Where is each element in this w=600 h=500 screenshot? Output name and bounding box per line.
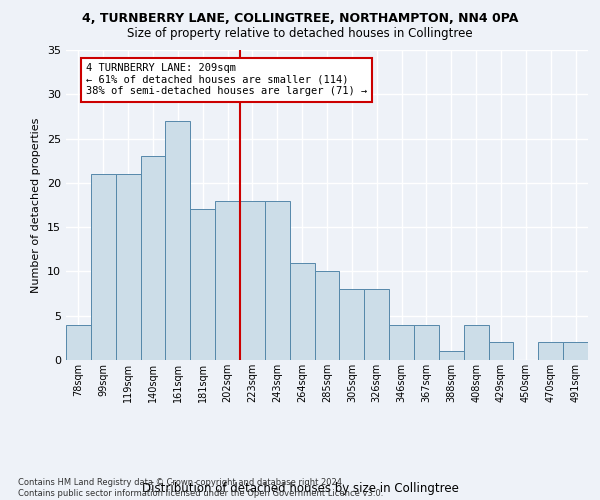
Y-axis label: Number of detached properties: Number of detached properties <box>31 118 41 292</box>
Bar <box>215 200 240 360</box>
Bar <box>314 272 340 360</box>
Text: Distribution of detached houses by size in Collingtree: Distribution of detached houses by size … <box>142 482 458 495</box>
Bar <box>66 324 91 360</box>
Bar <box>116 174 140 360</box>
Bar <box>166 121 190 360</box>
Bar <box>563 342 588 360</box>
Text: 4, TURNBERRY LANE, COLLINGTREE, NORTHAMPTON, NN4 0PA: 4, TURNBERRY LANE, COLLINGTREE, NORTHAMP… <box>82 12 518 26</box>
Bar <box>240 200 265 360</box>
Bar <box>140 156 166 360</box>
Bar <box>538 342 563 360</box>
Bar <box>439 351 464 360</box>
Bar <box>290 262 314 360</box>
Bar <box>265 200 290 360</box>
Bar <box>488 342 514 360</box>
Text: Contains HM Land Registry data © Crown copyright and database right 2024.
Contai: Contains HM Land Registry data © Crown c… <box>18 478 383 498</box>
Bar <box>91 174 116 360</box>
Bar <box>340 289 364 360</box>
Text: Size of property relative to detached houses in Collingtree: Size of property relative to detached ho… <box>127 28 473 40</box>
Text: 4 TURNBERRY LANE: 209sqm
← 61% of detached houses are smaller (114)
38% of semi-: 4 TURNBERRY LANE: 209sqm ← 61% of detach… <box>86 64 367 96</box>
Bar <box>464 324 488 360</box>
Bar <box>364 289 389 360</box>
Bar <box>389 324 414 360</box>
Bar <box>190 210 215 360</box>
Bar <box>414 324 439 360</box>
